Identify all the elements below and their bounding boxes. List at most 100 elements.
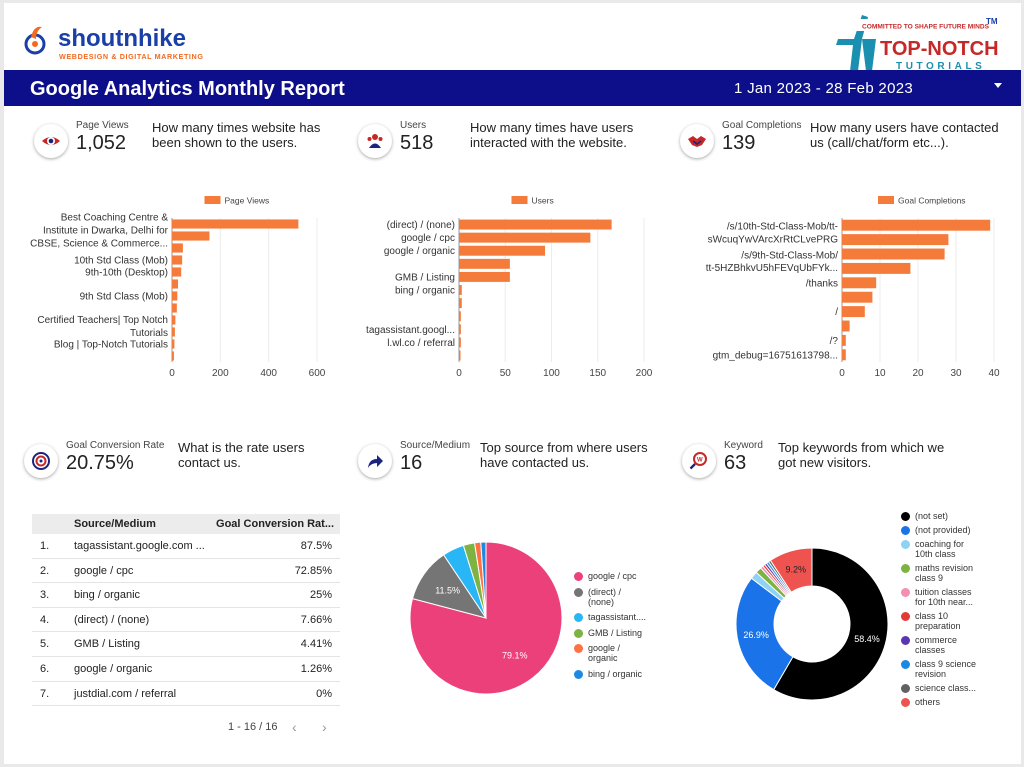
legend-dot xyxy=(901,636,910,645)
bar xyxy=(172,339,175,349)
x-tick-label: 150 xyxy=(589,368,606,379)
bar xyxy=(172,327,175,337)
bar xyxy=(459,311,461,322)
kpi-users: Users 518 How many times have users inte… xyxy=(358,120,678,168)
legend-label: organic xyxy=(588,653,618,663)
legend-swatch xyxy=(878,196,894,204)
kpi-description: Top source from where users have contact… xyxy=(480,440,648,470)
bar xyxy=(459,258,510,269)
table-body: 1. tagassistant.google.com ... 87.5% 2. goog… xyxy=(32,534,340,707)
legend-item[interactable]: bing / organic xyxy=(574,669,664,679)
row-index: 2. xyxy=(40,564,50,577)
legend-label: (not provided) xyxy=(915,525,971,535)
kpi-description-line: been shown to the users. xyxy=(152,135,298,150)
legend-item[interactable]: google / organic xyxy=(574,643,664,663)
legend-label: GMB / Listing xyxy=(588,627,643,638)
kpi-value: 16 xyxy=(400,452,423,474)
kpi-value: 139 xyxy=(722,132,756,154)
bar xyxy=(842,234,949,246)
bar xyxy=(842,219,991,231)
table-row[interactable]: 2. google / cpc 72.85% xyxy=(32,559,340,584)
bar xyxy=(842,262,911,274)
y-category-label: (direct) / (none) xyxy=(387,220,455,231)
chevron-down-icon[interactable] xyxy=(994,83,1002,88)
bar xyxy=(172,255,183,265)
column-header-source[interactable]: Source/Medium xyxy=(74,518,156,530)
legend-item[interactable]: science class... xyxy=(901,683,1011,693)
y-category-label: bing / organic xyxy=(395,286,455,297)
table-row[interactable]: 7. justdial.com / referral 0% xyxy=(32,682,340,707)
legend-dot xyxy=(901,612,910,621)
y-category-label: Institute in Dwarka, Delhi for xyxy=(43,226,169,237)
y-category-label: google / cpc xyxy=(401,233,455,244)
row-index: 6. xyxy=(40,662,50,675)
bar xyxy=(842,248,945,260)
row-index: 5. xyxy=(40,638,50,651)
table-row[interactable]: 4. (direct) / (none) 7.66% xyxy=(32,608,340,633)
legend-item[interactable]: google / cpc xyxy=(574,571,664,581)
legend-item[interactable]: (not set) xyxy=(901,511,1011,521)
row-value: 4.41% xyxy=(300,638,332,651)
chevron-left-icon[interactable]: ‹ xyxy=(292,719,297,735)
legend-dot xyxy=(574,572,583,581)
row-value: 0% xyxy=(316,687,332,700)
column-header-conversion-rate[interactable]: Goal Conversion Rat... xyxy=(216,518,334,530)
legend-item[interactable]: GMB / Listing xyxy=(574,628,664,638)
legend-item[interactable]: (not provided) xyxy=(901,525,1011,535)
legend-dot xyxy=(901,588,910,597)
legend-item[interactable]: maths revision class 9 xyxy=(901,563,1011,583)
slice-label: 58.4% xyxy=(854,634,880,644)
legend-item[interactable]: others xyxy=(901,697,1011,707)
bar xyxy=(459,350,461,361)
bar xyxy=(172,291,178,301)
pie-slice xyxy=(769,547,813,593)
bar xyxy=(172,303,177,313)
slice-label: 11.5% xyxy=(435,586,460,596)
x-tick-label: 40 xyxy=(988,368,1000,379)
legend-dot xyxy=(901,512,910,521)
legend-label: maths revision xyxy=(915,563,974,573)
legend-label: class 10 xyxy=(915,611,949,621)
legend-item[interactable]: commerce classes xyxy=(901,635,1011,655)
legend-dot xyxy=(901,660,910,669)
brand-right-tagline: COMMITTED TO SHAPE FUTURE MINDS xyxy=(862,24,990,31)
row-source: bing / organic xyxy=(74,589,141,602)
bar xyxy=(172,267,182,277)
x-tick-label: 20 xyxy=(912,368,924,379)
legend-item[interactable]: class 9 science revision xyxy=(901,659,1011,679)
bar xyxy=(459,245,546,256)
kpi-page-views: Page Views 1,052 How many times website … xyxy=(34,120,354,168)
legend-item[interactable]: (direct) / (none) xyxy=(574,587,664,607)
slice-label: 9.2% xyxy=(785,564,806,574)
kpi-description: How many times have users interacted wit… xyxy=(470,120,633,150)
chevron-right-icon[interactable]: › xyxy=(322,719,327,735)
row-index: 3. xyxy=(40,589,50,602)
keyword-search-icon: W xyxy=(682,444,716,478)
legend-item[interactable]: tuition classes for 10th near... xyxy=(901,587,1011,607)
x-tick-label: 100 xyxy=(543,368,560,379)
legend-item[interactable]: tagassistant.... xyxy=(574,612,664,622)
legend-dot xyxy=(901,564,910,573)
legend-item[interactable]: coaching for 10th class xyxy=(901,539,1011,559)
share-arrow-icon xyxy=(358,444,392,478)
kpi-source-medium: Source/Medium 16 Top source from where u… xyxy=(358,440,678,488)
bar xyxy=(842,291,873,303)
bar xyxy=(459,219,612,230)
y-category-label: 9th-10th (Desktop) xyxy=(85,268,168,279)
legend-label: Page Views xyxy=(225,196,270,206)
bar xyxy=(459,337,461,348)
date-range-picker[interactable]: 1 Jan 2023 - 28 Feb 2023 xyxy=(734,80,913,97)
table-row[interactable]: 6. google / organic 1.26% xyxy=(32,657,340,682)
table-row[interactable]: 3. bing / organic 25% xyxy=(32,583,340,608)
y-category-label: /s/9th-Std-Class-Mob/ xyxy=(741,250,838,261)
table-row[interactable]: 5. GMB / Listing 4.41% xyxy=(32,632,340,657)
kpi-description-line: interacted with the website. xyxy=(470,135,627,150)
x-tick-label: 0 xyxy=(839,368,845,379)
table-row[interactable]: 1. tagassistant.google.com ... 87.5% xyxy=(32,534,340,559)
y-category-label: Tutorials xyxy=(130,328,168,339)
x-tick-label: 600 xyxy=(309,368,326,379)
legend-item[interactable]: class 10 preparation xyxy=(901,611,1011,631)
kpi-description-line: have contacted us. xyxy=(480,455,590,470)
kpi-description-line: How many users have contacted xyxy=(810,120,999,135)
brand-left-name: shoutnhike xyxy=(58,25,186,52)
